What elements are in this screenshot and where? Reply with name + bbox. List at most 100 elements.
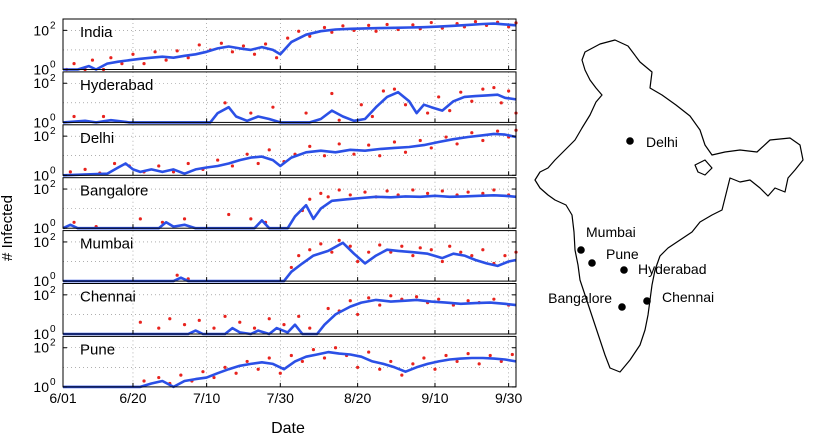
- data-point: [426, 191, 430, 195]
- data-point: [90, 58, 95, 62]
- data-point: [470, 254, 474, 258]
- data-point: [238, 320, 242, 324]
- data-point: [400, 244, 404, 248]
- data-point: [389, 359, 393, 364]
- data-point: [186, 161, 190, 166]
- data-point: [367, 143, 371, 147]
- data-point: [223, 101, 227, 105]
- data-point: [223, 314, 227, 318]
- data-point: [499, 359, 503, 364]
- data-point: [440, 189, 444, 193]
- data-point: [278, 371, 282, 375]
- data-point: [275, 56, 279, 60]
- data-point: [201, 370, 205, 374]
- city-marker-mumbai: [577, 246, 585, 254]
- data-point: [256, 161, 260, 166]
- data-point: [245, 152, 249, 156]
- data-point: [241, 44, 246, 48]
- city-label-pune: Pune: [606, 246, 639, 262]
- y-tick-exponent: 0: [50, 377, 56, 388]
- y-tick-label: 10: [33, 22, 49, 38]
- data-point: [356, 365, 360, 369]
- x-tick-label: 8/20: [344, 390, 371, 406]
- data-point: [440, 259, 444, 264]
- data-point: [455, 359, 459, 364]
- y-tick-exponent: 2: [50, 232, 56, 243]
- data-point: [363, 190, 367, 194]
- data-point: [138, 217, 142, 221]
- data-point: [297, 314, 301, 318]
- data-point: [249, 111, 253, 115]
- data-point: [289, 353, 293, 358]
- data-point: [263, 42, 268, 46]
- x-tick-label: 6/20: [119, 390, 146, 406]
- data-point: [481, 248, 485, 252]
- data-point: [252, 52, 257, 56]
- y-tick-exponent: 2: [50, 285, 56, 296]
- data-point: [282, 323, 286, 327]
- data-point: [267, 317, 271, 321]
- city-label-delhi: Delhi: [646, 134, 678, 150]
- data-point: [227, 212, 231, 217]
- smoothed-line: [63, 22, 517, 71]
- data-point: [249, 217, 253, 221]
- data-point: [319, 191, 323, 195]
- data-point: [330, 30, 334, 34]
- data-point: [429, 146, 433, 150]
- data-point: [433, 367, 437, 371]
- data-point: [175, 49, 179, 53]
- panel-title: Mumbai: [80, 236, 133, 253]
- panel-frame: [62, 177, 517, 229]
- observed-dots: [65, 19, 518, 72]
- y-tick-label: 10: [33, 62, 49, 78]
- city-label-mumbai: Mumbai: [586, 224, 636, 240]
- data-point: [426, 111, 430, 115]
- y-tick-exponent: 0: [50, 218, 56, 229]
- data-point: [367, 296, 371, 300]
- data-point: [378, 303, 382, 307]
- y-tick-exponent: 0: [50, 165, 56, 176]
- data-point: [492, 297, 496, 301]
- data-point: [179, 373, 183, 377]
- data-point: [157, 326, 161, 330]
- data-point: [459, 90, 463, 94]
- data-point: [352, 152, 356, 156]
- data-point: [297, 254, 301, 258]
- data-point: [322, 154, 327, 158]
- data-point: [466, 190, 470, 194]
- data-point: [142, 62, 146, 66]
- data-point: [337, 238, 341, 242]
- data-point: [153, 50, 157, 54]
- data-point: [252, 326, 257, 330]
- data-point: [164, 58, 168, 62]
- data-point: [101, 114, 106, 119]
- y-tick-exponent: 2: [50, 126, 56, 137]
- data-point: [286, 36, 290, 40]
- data-point: [495, 129, 500, 133]
- data-point: [510, 352, 514, 357]
- data-point: [175, 273, 179, 277]
- data-point: [197, 43, 201, 47]
- data-point: [311, 348, 316, 352]
- x-tick-label: 9/30: [495, 390, 522, 406]
- y-tick-label: 10: [33, 326, 49, 342]
- y-tick-label: 10: [33, 340, 49, 356]
- panel-title: Delhi: [80, 130, 114, 147]
- data-point: [411, 254, 415, 258]
- data-point: [333, 346, 338, 350]
- x-tick-label: 6/01: [49, 390, 76, 406]
- panel-frame: [62, 124, 517, 176]
- data-point: [389, 294, 393, 298]
- data-point: [326, 306, 330, 311]
- y-tick-label: 10: [33, 220, 49, 236]
- panel-frame: [62, 71, 517, 123]
- data-point: [392, 87, 397, 91]
- city-label-bangalore: Bangalore: [548, 290, 612, 306]
- panel-frame: [62, 18, 517, 70]
- data-point: [245, 359, 249, 364]
- data-point: [322, 25, 327, 30]
- data-point: [455, 142, 459, 146]
- data-point: [212, 326, 216, 330]
